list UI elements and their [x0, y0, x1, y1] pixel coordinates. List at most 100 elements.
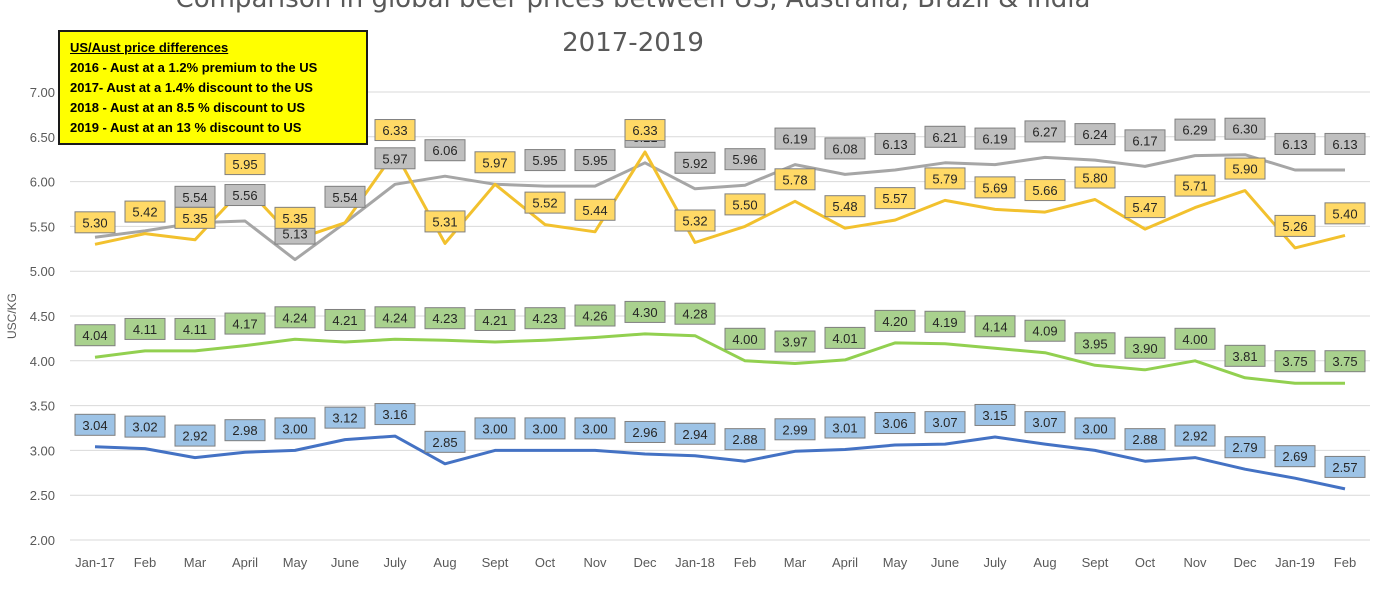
data-label-box	[724, 193, 766, 216]
data-label: 5.96	[732, 152, 757, 167]
data-label-box	[424, 430, 466, 453]
data-label-box	[174, 317, 216, 340]
data-label: 3.15	[982, 408, 1007, 423]
data-label-box	[974, 127, 1016, 150]
data-label: 2.96	[632, 425, 657, 440]
y-tick-label: 5.00	[30, 264, 55, 279]
x-tick-label: Oct	[1135, 555, 1156, 570]
data-label-box	[274, 417, 316, 440]
data-label-box	[274, 206, 316, 229]
data-label: 3.00	[282, 421, 307, 436]
x-tick-label: May	[883, 555, 908, 570]
data-label-box	[774, 127, 816, 150]
data-label: 3.01	[832, 421, 857, 436]
data-label: 6.33	[632, 123, 657, 138]
data-label: 3.00	[582, 421, 607, 436]
data-label: 4.21	[332, 313, 357, 328]
data-label-box	[1024, 411, 1066, 434]
x-tick-label: Dec	[633, 555, 657, 570]
data-label: 6.24	[1082, 127, 1107, 142]
data-label-box	[574, 198, 616, 221]
data-label: 4.01	[832, 331, 857, 346]
data-label: 2.99	[782, 422, 807, 437]
data-label-box	[824, 195, 866, 218]
x-tick-label: Mar	[784, 555, 807, 570]
data-label: 3.97	[782, 334, 807, 349]
data-label: 5.56	[232, 188, 257, 203]
data-label-box	[724, 327, 766, 350]
data-label-box	[574, 417, 616, 440]
y-tick-label: 4.50	[30, 309, 55, 324]
data-label-box	[374, 147, 416, 170]
x-tick-label: June	[331, 555, 359, 570]
data-label: 5.97	[482, 155, 507, 170]
chart-subtitle: 2017-2019	[562, 28, 704, 58]
data-label: 5.47	[1132, 200, 1157, 215]
series-line-3	[94, 332, 1345, 385]
data-label-box	[624, 300, 666, 323]
data-label: 2.98	[232, 423, 257, 438]
data-label-box	[824, 137, 866, 160]
data-label-box	[1174, 424, 1216, 447]
data-label-box	[1024, 120, 1066, 143]
x-tick-label: Sept	[1082, 555, 1109, 570]
data-label: 5.26	[1282, 219, 1307, 234]
data-label-box	[1224, 436, 1266, 459]
data-label-box	[624, 420, 666, 443]
data-label: 3.04	[82, 418, 107, 433]
data-label: 4.19	[932, 315, 957, 330]
data-label: 4.11	[133, 322, 157, 337]
data-label: 3.00	[532, 421, 557, 436]
data-label: 6.21	[932, 130, 957, 145]
data-label-box	[1324, 455, 1366, 478]
series-line-1	[94, 153, 1345, 262]
data-label: 3.12	[332, 411, 357, 426]
data-label: 2.79	[1232, 440, 1257, 455]
data-label: 5.50	[732, 197, 757, 212]
data-label: 4.04	[82, 328, 107, 343]
data-label: 4.23	[532, 311, 557, 326]
data-label-box	[1324, 350, 1366, 373]
annotation-line: 2018 - Aust at an 8.5 % discount to US	[70, 100, 306, 115]
data-label-box	[874, 309, 916, 332]
x-tick-label: Aug	[433, 555, 456, 570]
x-tick-label: April	[832, 555, 858, 570]
data-label-box	[74, 211, 116, 234]
annotation-box: US/Aust price differences 2016 - Aust at…	[58, 30, 368, 145]
x-tick-label: April	[232, 555, 258, 570]
data-label: 3.75	[1332, 354, 1357, 369]
data-label-box	[1024, 179, 1066, 202]
annotation-heading: US/Aust price differences	[70, 40, 229, 55]
y-tick-label: 6.50	[30, 130, 55, 145]
data-label-box	[1224, 157, 1266, 180]
data-label: 4.24	[282, 310, 307, 325]
data-label: 2.92	[1182, 429, 1207, 444]
data-label: 5.90	[1232, 162, 1257, 177]
data-label: 3.06	[882, 416, 907, 431]
annotation-line: 2017- Aust at a 1.4% discount to the US	[70, 80, 313, 95]
data-label: 2.88	[732, 432, 757, 447]
x-tick-label: Nov	[1183, 555, 1207, 570]
data-label-box	[1174, 327, 1216, 350]
data-label-box	[1274, 445, 1316, 468]
data-label-box	[424, 139, 466, 162]
data-label: 5.95	[232, 157, 257, 172]
data-label-box	[924, 411, 966, 434]
data-label: 5.42	[132, 205, 157, 220]
data-label-box	[124, 200, 166, 223]
data-label: 5.44	[582, 203, 607, 218]
x-tick-label: Mar	[184, 555, 207, 570]
data-label-box	[1224, 117, 1266, 140]
data-label-box	[474, 308, 516, 331]
data-label-box	[224, 312, 266, 335]
data-label: 5.95	[532, 153, 557, 168]
x-tick-label: Feb	[734, 555, 756, 570]
data-label: 2.69	[1282, 449, 1307, 464]
data-label: 5.48	[832, 199, 857, 214]
data-label-box	[424, 210, 466, 233]
y-tick-label: 3.00	[30, 443, 55, 458]
data-label-box	[1124, 129, 1166, 152]
data-label: 6.27	[1032, 124, 1057, 139]
data-label: 5.79	[932, 171, 957, 186]
data-label: 3.95	[1082, 336, 1107, 351]
